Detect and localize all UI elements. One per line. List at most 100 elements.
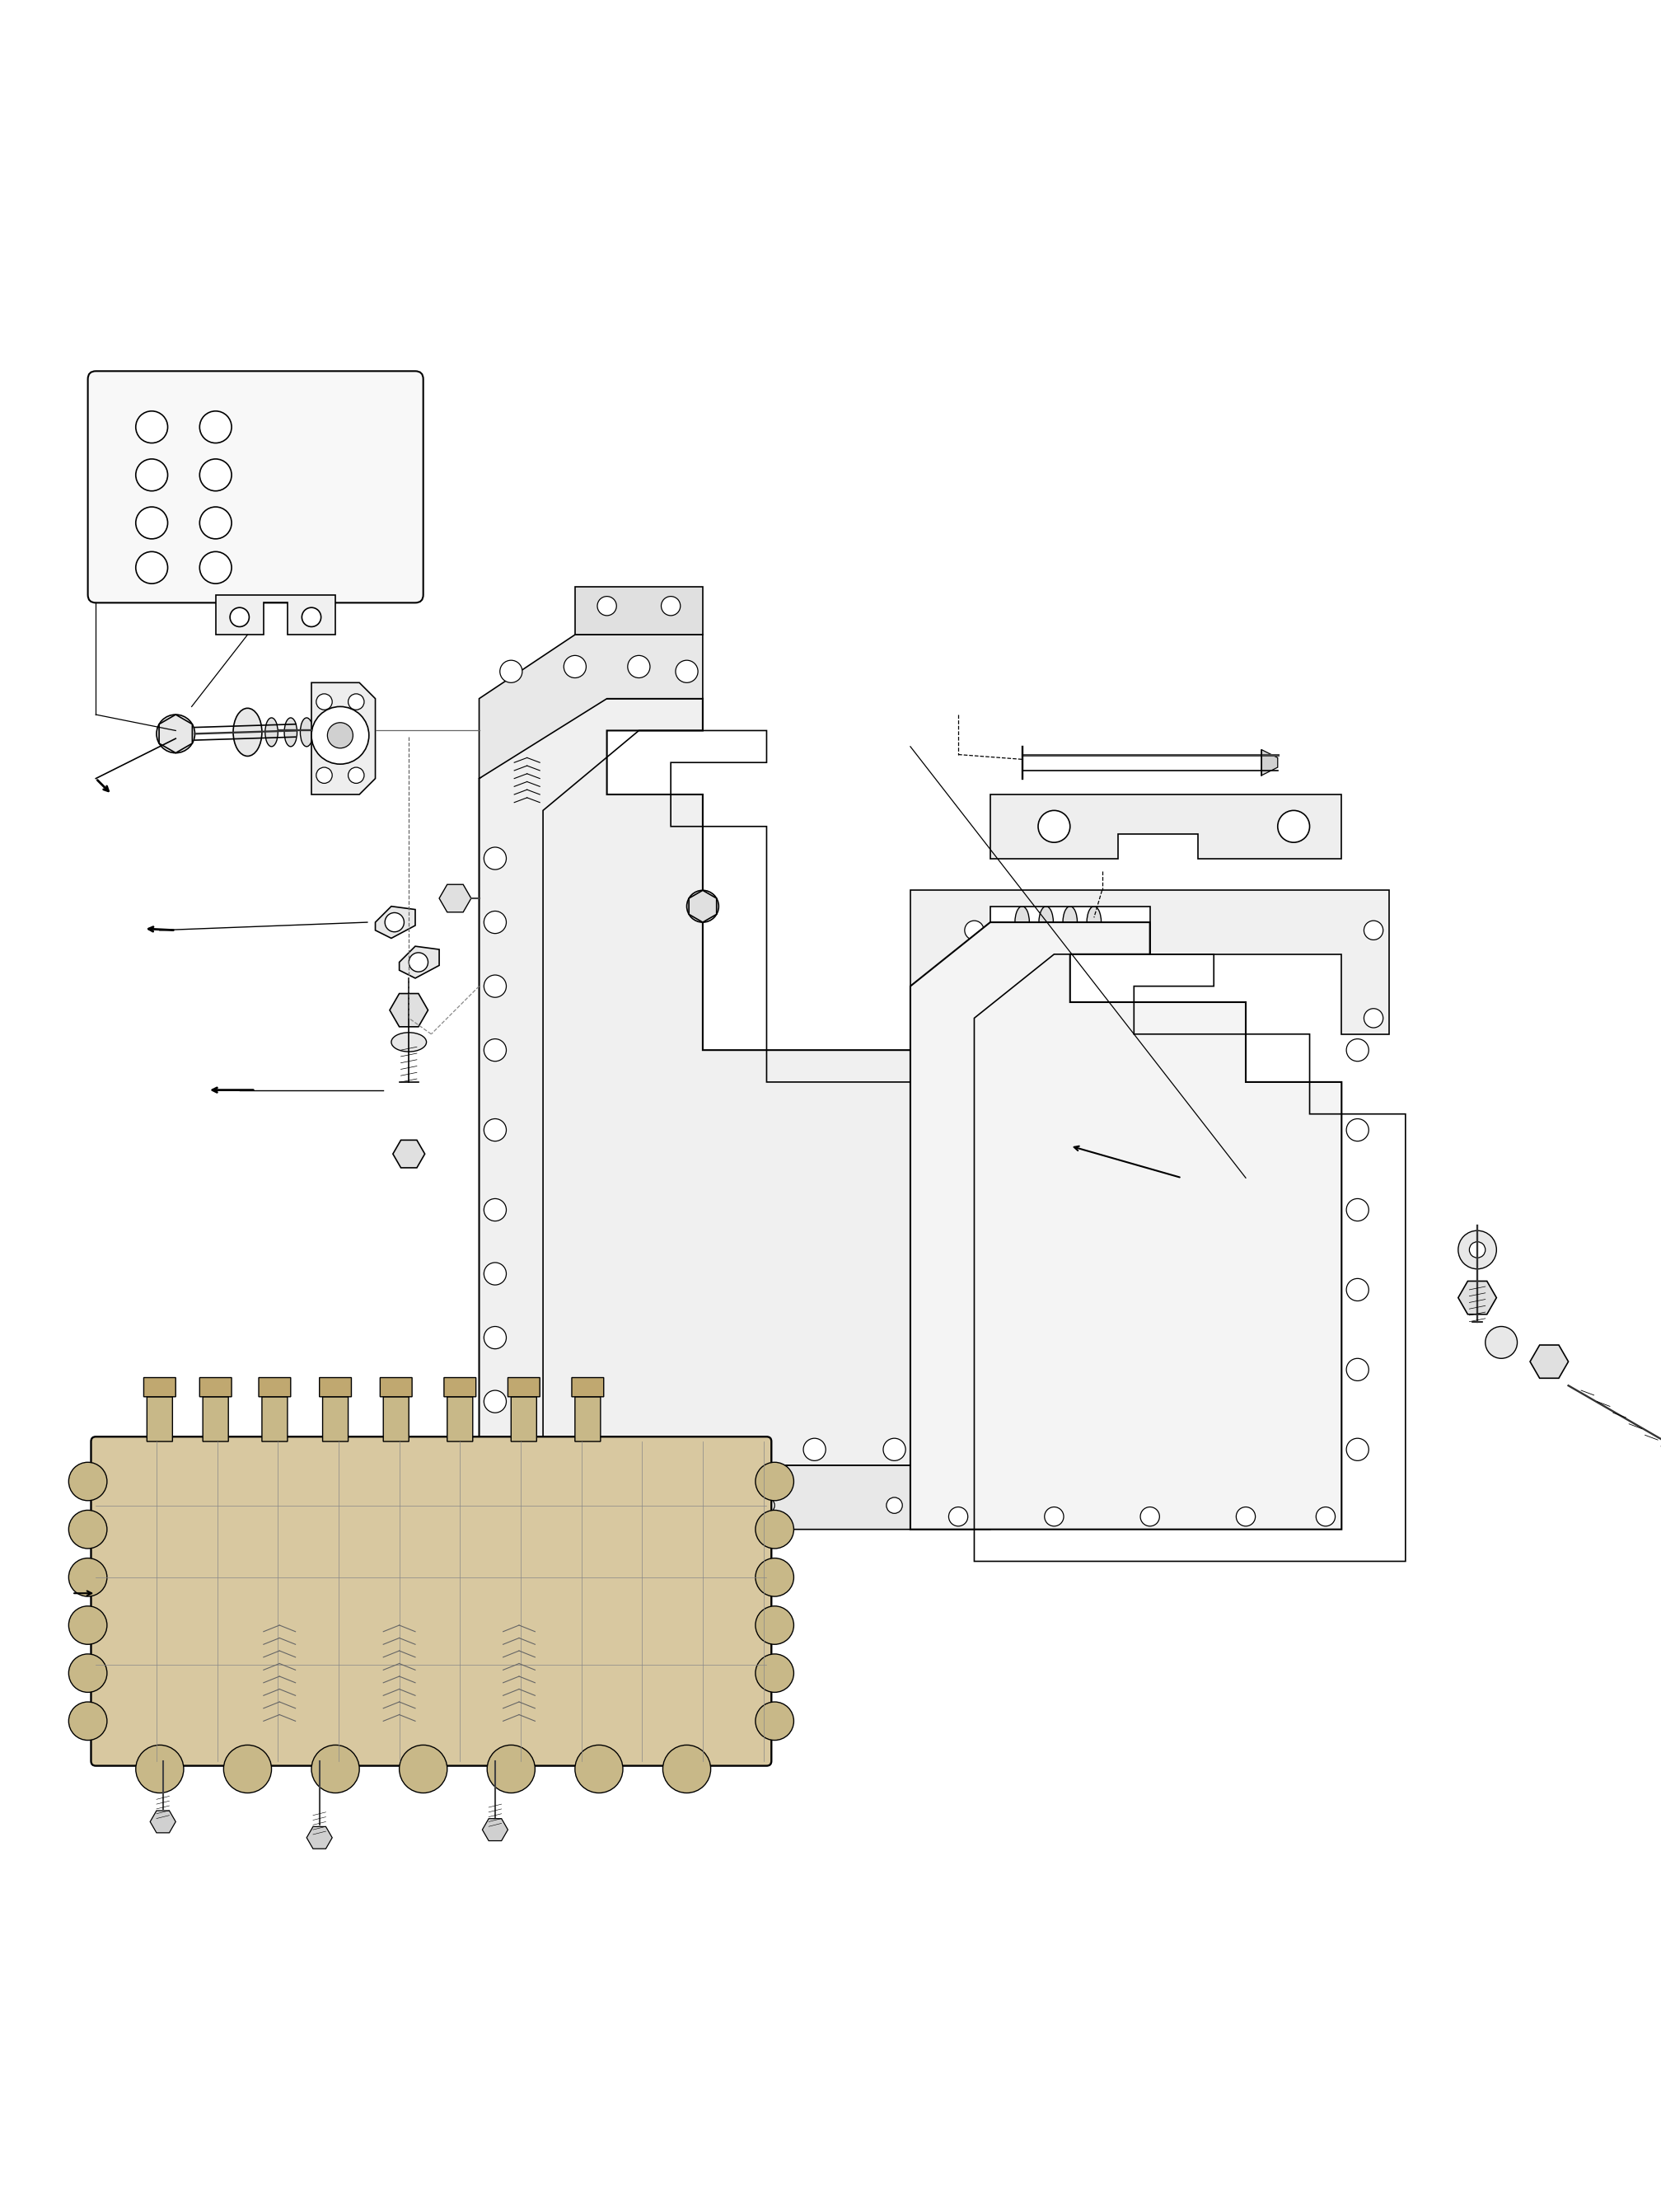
Polygon shape <box>478 635 703 779</box>
Polygon shape <box>439 885 472 911</box>
Circle shape <box>483 975 507 998</box>
Ellipse shape <box>1063 907 1078 938</box>
FancyBboxPatch shape <box>512 1396 537 1442</box>
Circle shape <box>1347 1438 1369 1460</box>
Circle shape <box>483 1327 507 1349</box>
Ellipse shape <box>1038 907 1053 938</box>
FancyBboxPatch shape <box>146 1396 173 1442</box>
Circle shape <box>598 597 616 615</box>
FancyBboxPatch shape <box>203 1396 228 1442</box>
Circle shape <box>1347 1279 1369 1301</box>
Circle shape <box>327 723 352 748</box>
Circle shape <box>628 655 649 677</box>
Polygon shape <box>307 1827 332 1849</box>
Circle shape <box>563 1438 586 1460</box>
FancyBboxPatch shape <box>145 1378 176 1396</box>
FancyBboxPatch shape <box>571 1378 603 1396</box>
Circle shape <box>136 507 168 540</box>
Circle shape <box>199 507 231 540</box>
Circle shape <box>804 1438 826 1460</box>
Circle shape <box>1236 1506 1256 1526</box>
Circle shape <box>224 1745 271 1794</box>
Circle shape <box>1141 1506 1159 1526</box>
Circle shape <box>1485 1327 1516 1358</box>
Circle shape <box>199 411 231 442</box>
Circle shape <box>563 655 586 677</box>
Ellipse shape <box>392 1033 427 1051</box>
Circle shape <box>663 1745 711 1794</box>
Circle shape <box>756 1606 794 1644</box>
FancyBboxPatch shape <box>91 1438 771 1765</box>
Circle shape <box>500 659 522 684</box>
Circle shape <box>483 847 507 869</box>
Circle shape <box>483 1263 507 1285</box>
Circle shape <box>136 1745 184 1794</box>
FancyBboxPatch shape <box>380 1378 412 1396</box>
Polygon shape <box>910 889 1390 1033</box>
Polygon shape <box>1530 1345 1568 1378</box>
Ellipse shape <box>233 708 262 757</box>
FancyBboxPatch shape <box>322 1396 349 1442</box>
Circle shape <box>1458 1230 1497 1270</box>
Circle shape <box>724 1438 746 1460</box>
Circle shape <box>756 1655 794 1692</box>
FancyBboxPatch shape <box>443 1378 477 1396</box>
Circle shape <box>965 1009 983 1029</box>
Circle shape <box>349 695 364 710</box>
Circle shape <box>884 1438 905 1460</box>
Circle shape <box>487 1745 535 1794</box>
Ellipse shape <box>284 717 297 745</box>
Circle shape <box>756 1462 794 1500</box>
Circle shape <box>199 551 231 584</box>
Circle shape <box>483 1119 507 1141</box>
Polygon shape <box>990 794 1342 858</box>
Polygon shape <box>399 947 439 978</box>
FancyBboxPatch shape <box>508 1378 540 1396</box>
Circle shape <box>316 768 332 783</box>
Circle shape <box>409 953 429 971</box>
FancyBboxPatch shape <box>88 372 424 602</box>
Ellipse shape <box>1015 907 1030 938</box>
Circle shape <box>68 1701 106 1741</box>
Polygon shape <box>1262 750 1277 774</box>
FancyBboxPatch shape <box>575 1396 601 1442</box>
Circle shape <box>229 608 249 626</box>
FancyBboxPatch shape <box>319 1378 352 1396</box>
Polygon shape <box>149 1812 176 1834</box>
Circle shape <box>1316 1506 1335 1526</box>
Circle shape <box>1347 1199 1369 1221</box>
Circle shape <box>1045 1506 1063 1526</box>
Circle shape <box>302 608 321 626</box>
Circle shape <box>68 1511 106 1548</box>
Polygon shape <box>394 1139 425 1168</box>
Circle shape <box>756 1511 794 1548</box>
Circle shape <box>68 1606 106 1644</box>
Circle shape <box>483 1391 507 1413</box>
Circle shape <box>156 714 194 752</box>
Circle shape <box>661 597 681 615</box>
Circle shape <box>483 911 507 933</box>
Ellipse shape <box>1086 907 1101 938</box>
Circle shape <box>1038 810 1070 843</box>
Polygon shape <box>159 714 193 752</box>
Circle shape <box>1470 1241 1485 1259</box>
Polygon shape <box>478 699 927 1467</box>
Circle shape <box>385 914 404 931</box>
Circle shape <box>950 1498 967 1513</box>
Polygon shape <box>1458 1281 1497 1314</box>
Circle shape <box>575 1745 623 1794</box>
Circle shape <box>316 695 332 710</box>
Circle shape <box>686 889 719 922</box>
Polygon shape <box>482 1818 508 1840</box>
Circle shape <box>136 551 168 584</box>
Polygon shape <box>375 907 415 938</box>
Circle shape <box>1347 1119 1369 1141</box>
Circle shape <box>759 1498 774 1513</box>
Circle shape <box>349 768 364 783</box>
Circle shape <box>312 706 369 763</box>
Circle shape <box>1364 920 1384 940</box>
Circle shape <box>68 1557 106 1597</box>
Circle shape <box>1347 1358 1369 1380</box>
Circle shape <box>756 1557 794 1597</box>
Ellipse shape <box>301 717 312 745</box>
